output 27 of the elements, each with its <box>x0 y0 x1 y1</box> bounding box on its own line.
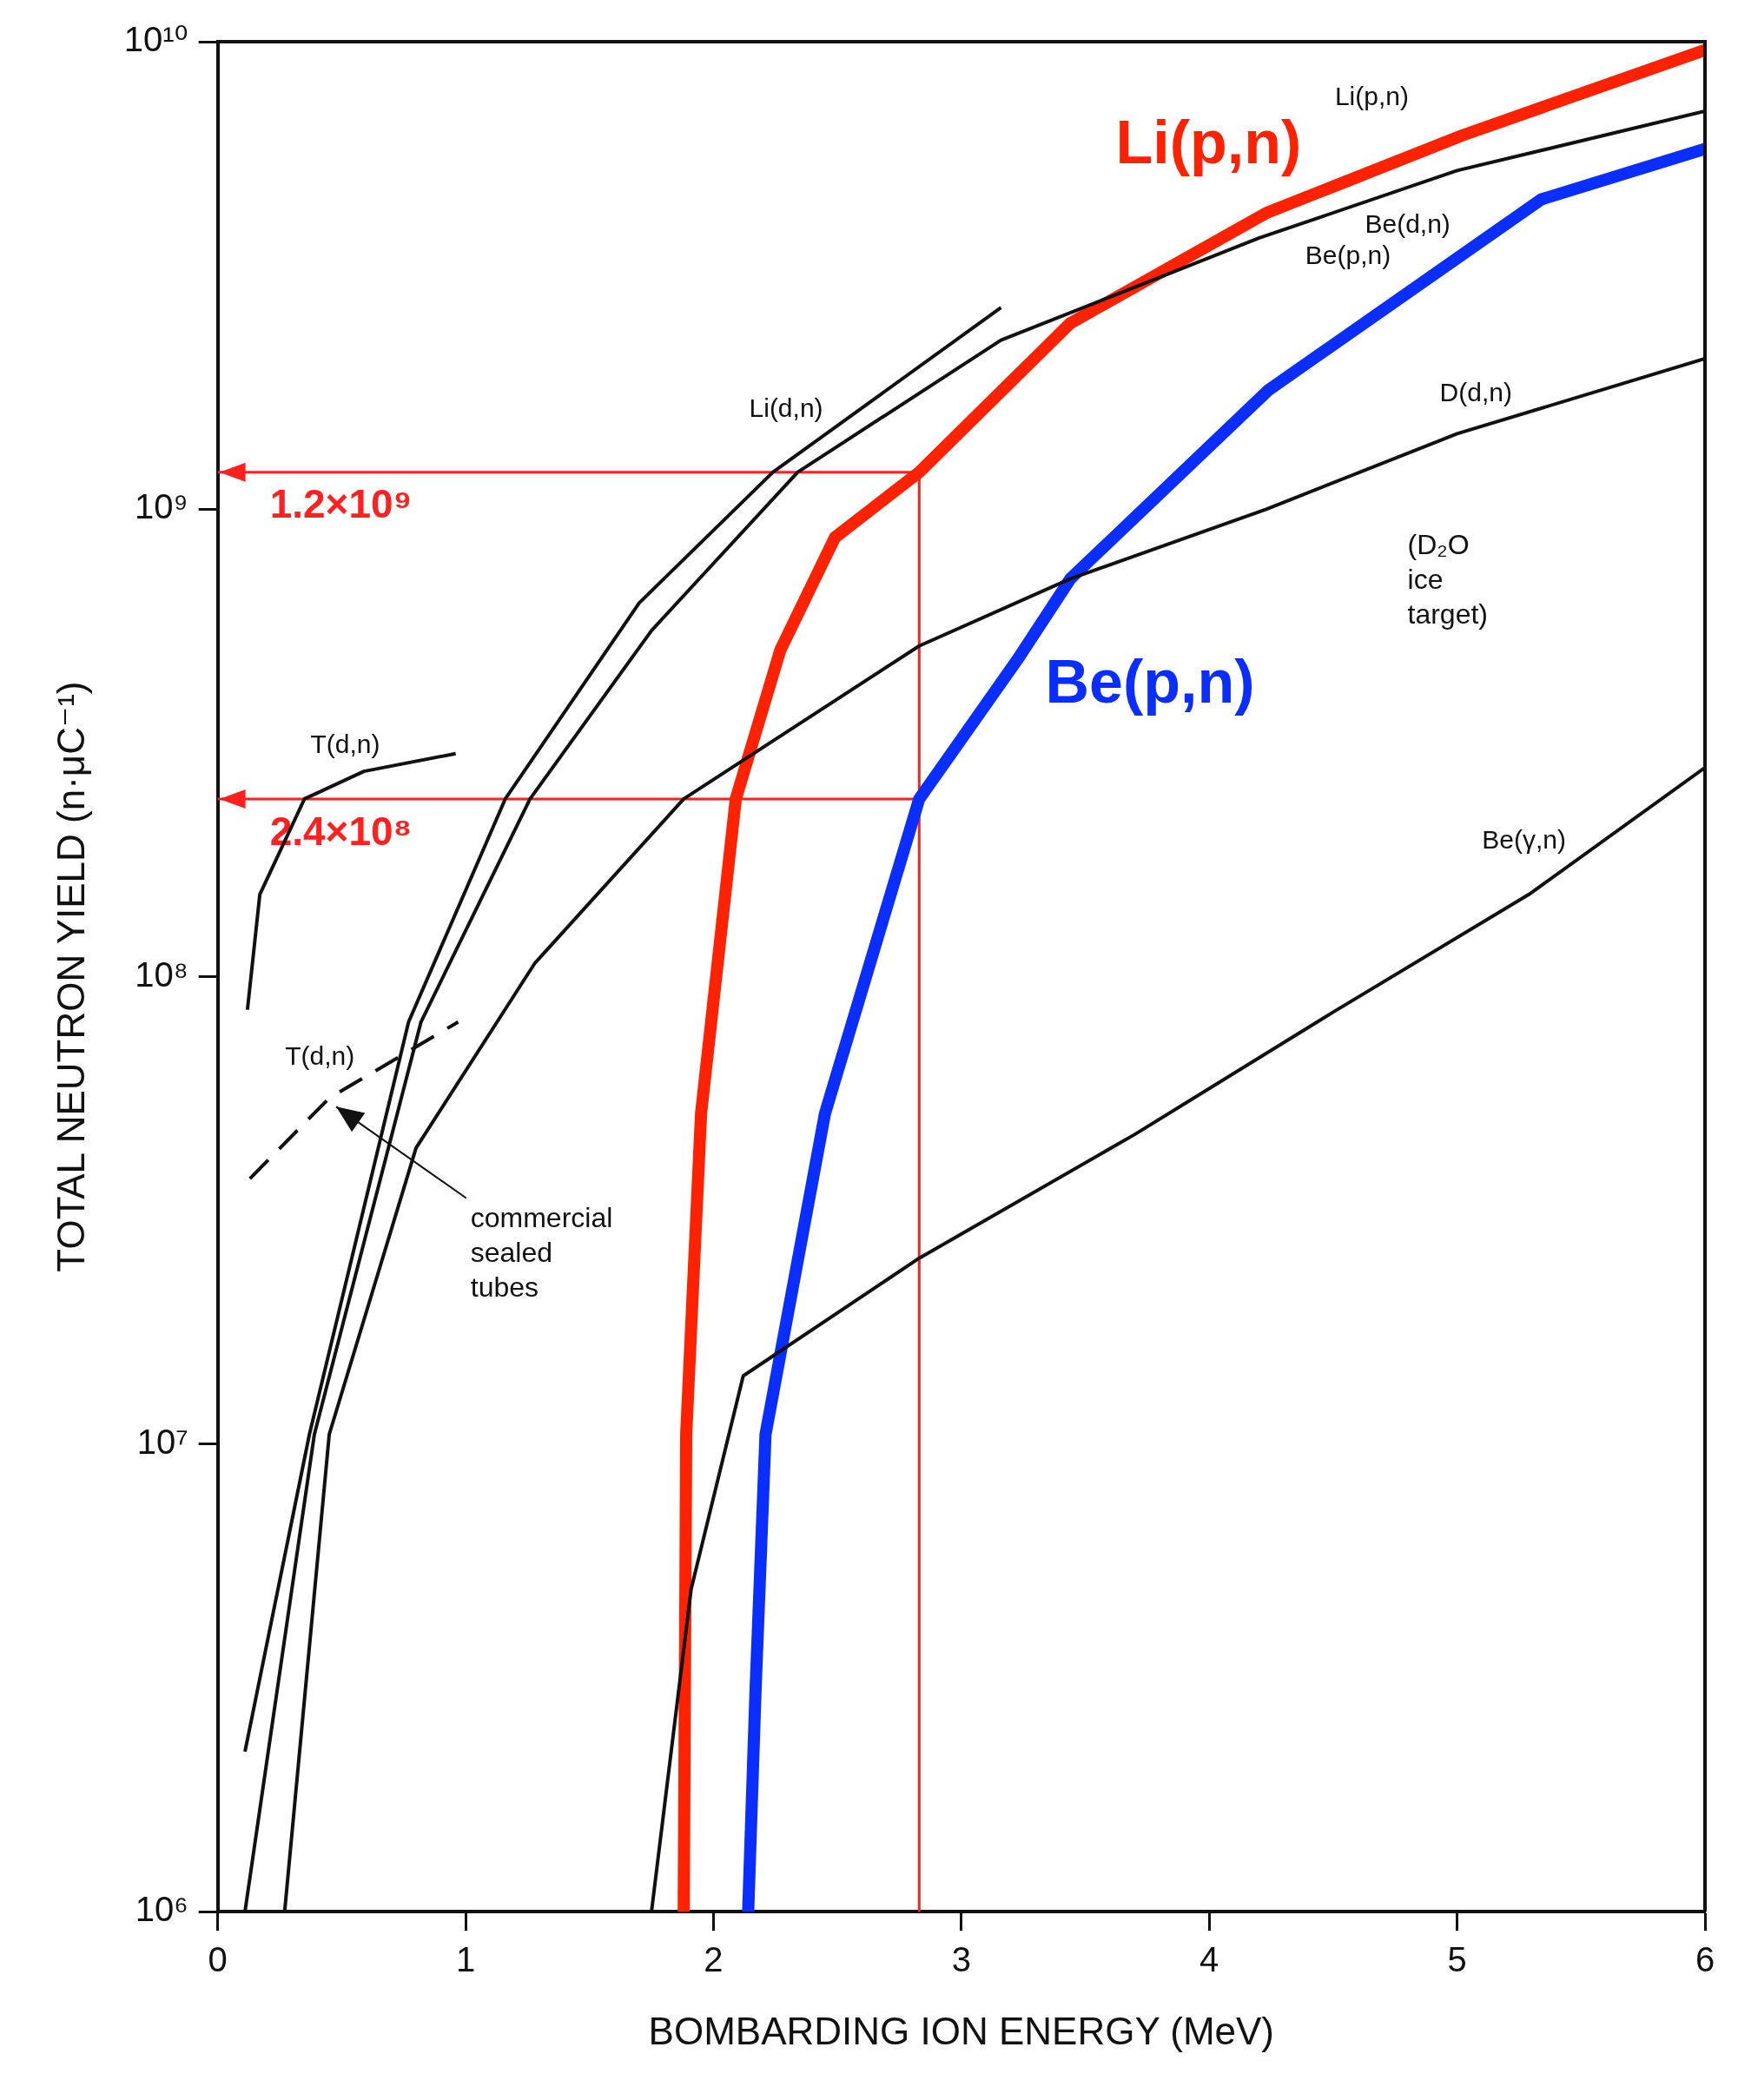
y-tick-label: 10⁶ <box>135 1890 188 1929</box>
x-tick-label: 1 <box>455 1940 476 1979</box>
annotation: (D₂O ice target) <box>1407 529 1489 631</box>
series-label: T(d,n) <box>285 1041 355 1071</box>
series-label: Li(d,n) <box>749 393 823 423</box>
ref-line-label: 1.2×10⁹ <box>269 481 413 527</box>
y-tick-label: 10¹⁰ <box>123 20 188 59</box>
x-tick-label: 4 <box>1199 1940 1219 1979</box>
annotation: commercial sealed tubes <box>470 1202 613 1304</box>
x-tick-label: 5 <box>1447 1940 1467 1979</box>
series-label: D(d,n) <box>1439 377 1512 406</box>
series-label: T(d,n) <box>310 729 380 758</box>
y-tick-label: 10⁷ <box>136 1422 188 1461</box>
y-tick-label: 10⁹ <box>135 487 188 526</box>
series-label: Li(p,n) <box>1115 108 1302 176</box>
x-tick-label: 0 <box>208 1940 228 1979</box>
x-axis-title: BOMBARDING ION ENERGY (MeV) <box>648 2009 1275 2052</box>
x-tick-label: 3 <box>951 1940 971 1979</box>
series-label: Be(p,n) <box>1045 647 1255 716</box>
series-label: Be(γ,n) <box>1482 825 1567 855</box>
x-tick-label: 2 <box>704 1940 724 1979</box>
series-label: Be(d,n) <box>1365 209 1451 239</box>
annotation: Li(p,n) <box>1334 81 1409 110</box>
y-tick-label: 10⁸ <box>135 954 188 994</box>
y-axis-title: TOTAL NEUTRON YIELD (n·μC⁻¹) <box>49 681 92 1272</box>
annotation: Be(p,n) <box>1305 240 1391 269</box>
x-tick-label: 6 <box>1695 1940 1715 1979</box>
